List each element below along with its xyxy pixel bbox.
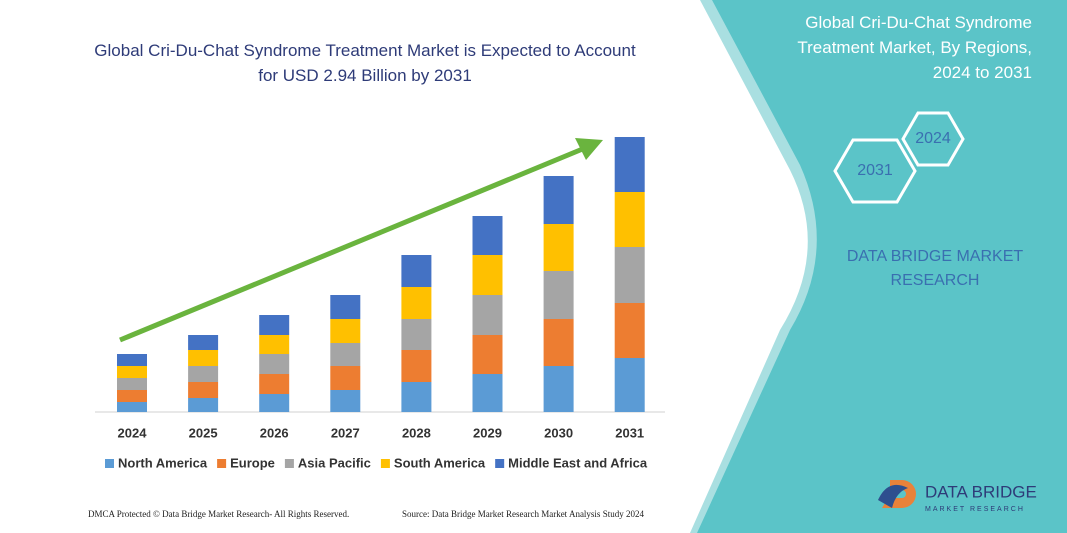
bar-segment (188, 335, 219, 350)
logo-name: DATA BRIDGE (925, 482, 1037, 501)
x-tick-label: 2024 (118, 425, 148, 440)
bar-segment (259, 335, 290, 354)
bar-segment (401, 382, 432, 412)
legend-swatch (380, 459, 390, 468)
bar-segment (614, 358, 645, 412)
bar-segment (117, 402, 147, 412)
bar-segment (614, 192, 645, 247)
hexagon (833, 138, 917, 204)
bar-segment (614, 303, 645, 358)
legend-label: Middle East and Africa (508, 455, 648, 470)
bar-segment (472, 335, 503, 374)
bar-segment (188, 382, 219, 398)
bar-segment (401, 255, 432, 287)
legend-label: Europe (230, 455, 275, 470)
legend-label: South America (394, 455, 486, 470)
arrow-head (575, 138, 603, 160)
bar-segment (330, 319, 361, 343)
bar-segment (188, 366, 219, 382)
x-tick-label: 2028 (402, 425, 431, 440)
footer-right: Source: Data Bridge Market Research Mark… (402, 509, 644, 519)
bar-segment (614, 247, 645, 303)
bar-segment (472, 374, 503, 412)
legend-label: Asia Pacific (298, 455, 371, 470)
bar-segment (543, 319, 574, 366)
hexagon-label: 2031 (857, 162, 893, 179)
bar-segment (472, 295, 503, 335)
footer-left: DMCA Protected © Data Bridge Market Rese… (88, 509, 350, 519)
bar-segment (401, 287, 432, 319)
bar-segment (543, 366, 574, 412)
bar-segment (330, 366, 361, 390)
legend-label: North America (118, 455, 208, 470)
logo-mark (878, 484, 908, 508)
bar-segment (188, 398, 219, 412)
x-tick-label: 2030 (544, 425, 573, 440)
logo-tagline: MARKET RESEARCH (925, 506, 1025, 513)
bar-segment (401, 350, 432, 382)
plot (117, 137, 645, 412)
x-tick-label: 2025 (189, 425, 218, 440)
x-tick-label: 2031 (615, 425, 644, 440)
chart-title: Global Cri-Du-Chat Syndrome Treatment Ma… (94, 41, 636, 85)
bar-segment (472, 216, 503, 255)
bar-segment (472, 255, 503, 295)
bar-segment (401, 319, 432, 350)
legend-swatch (217, 459, 227, 468)
hexagon (901, 111, 965, 167)
bar-segment (543, 224, 574, 271)
bar-segment (330, 343, 361, 366)
x-tick-label: 2029 (473, 425, 502, 440)
bar-segment (259, 374, 290, 394)
side-title: Global Cri-Du-Chat Syndrome Treatment Ma… (797, 13, 1032, 82)
legend-swatch (105, 459, 114, 468)
bar-segment (259, 394, 290, 412)
bar-segment (117, 390, 147, 402)
bar-segment (117, 354, 147, 366)
legend-swatch (284, 459, 294, 468)
side-panel (697, 0, 1067, 533)
legend-swatch (495, 459, 505, 468)
bar-segment (259, 354, 290, 374)
bar-segment (117, 366, 147, 378)
bar-segment (543, 176, 574, 224)
trend-arrow (119, 145, 586, 343)
bar-segment (543, 271, 574, 319)
bar-segment (614, 137, 645, 192)
bar-segment (259, 315, 290, 335)
bar-segment (188, 350, 219, 366)
bar-segment (117, 378, 147, 390)
x-tick-label: 2027 (331, 425, 360, 440)
bar-segment (330, 295, 361, 319)
bar-segment (330, 390, 361, 412)
x-tick-label: 2026 (260, 425, 289, 440)
hexagon-label: 2024 (915, 130, 951, 147)
brand: DATA BRIDGE MARKET RESEARCH (846, 248, 1024, 289)
